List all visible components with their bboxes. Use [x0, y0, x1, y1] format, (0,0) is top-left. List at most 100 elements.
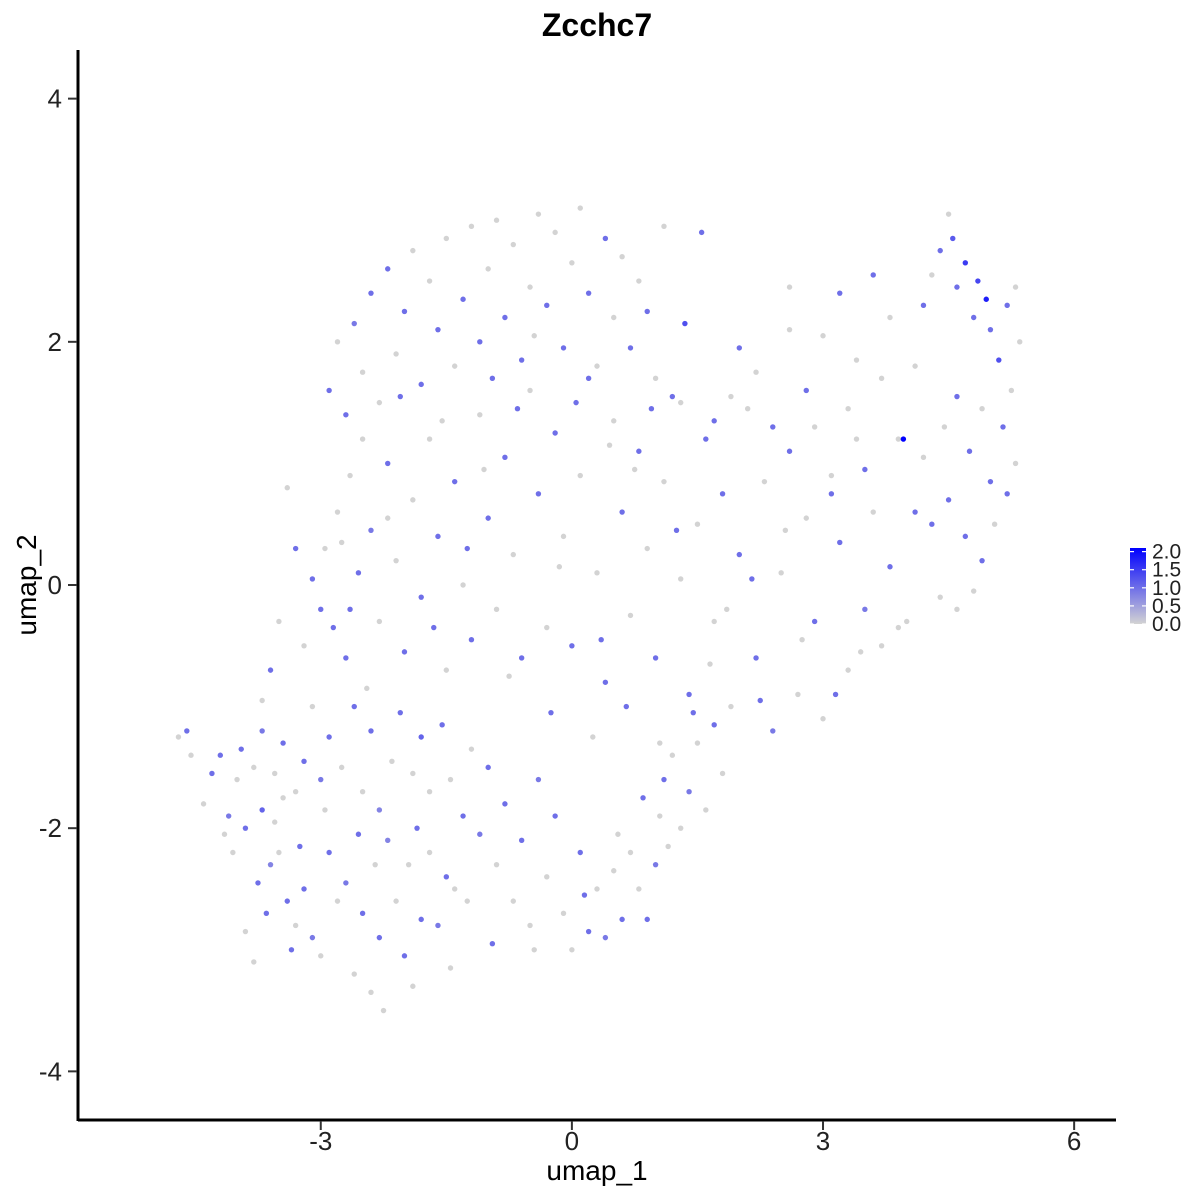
data-point	[426, 789, 433, 795]
data-point	[690, 709, 696, 716]
data-point	[611, 418, 617, 424]
data-point	[322, 545, 328, 552]
data-point	[828, 491, 835, 497]
data-point	[263, 910, 270, 916]
data-point	[698, 229, 705, 236]
data-point	[987, 326, 994, 333]
data-point	[920, 302, 927, 309]
data-point	[569, 947, 575, 953]
data-point	[711, 722, 717, 728]
y-tick-label: 4	[48, 84, 62, 114]
data-point	[460, 296, 466, 302]
data-point	[418, 734, 424, 740]
data-point	[431, 624, 437, 631]
data-point	[857, 649, 864, 655]
data-point	[544, 874, 550, 880]
data-point	[489, 375, 496, 381]
data-point	[301, 758, 307, 765]
data-point	[694, 521, 701, 527]
data-point	[644, 916, 650, 923]
data-point	[242, 928, 249, 935]
data-point	[397, 709, 403, 716]
data-point	[954, 284, 960, 290]
data-point	[418, 381, 424, 388]
data-point	[385, 837, 391, 844]
colorbar-tick-label: 0.0	[1152, 613, 1181, 636]
data-point	[326, 387, 332, 394]
data-point	[878, 375, 885, 381]
data-point	[627, 345, 634, 351]
data-point	[644, 308, 650, 315]
colorbar-tick-label: 2.0	[1152, 541, 1181, 564]
data-point	[318, 953, 324, 959]
data-point	[502, 454, 508, 461]
y-axis-ticks: -4 -2 0 2 4	[39, 84, 77, 1086]
data-point	[736, 551, 743, 558]
data-point	[259, 728, 265, 734]
data-point	[623, 703, 629, 710]
data-point	[435, 533, 441, 540]
data-point	[334, 898, 341, 904]
data-point	[895, 624, 902, 631]
data-point	[661, 223, 667, 230]
data-point	[410, 983, 416, 989]
data-point	[782, 527, 789, 533]
data-point	[292, 922, 299, 929]
data-point	[987, 478, 994, 485]
data-point	[979, 405, 985, 412]
points-layer	[175, 205, 1023, 1014]
data-point	[330, 624, 337, 631]
data-point	[451, 886, 458, 892]
data-point	[334, 339, 341, 345]
data-point	[837, 539, 843, 546]
data-point	[602, 235, 609, 242]
data-point	[929, 272, 935, 278]
data-point	[531, 333, 537, 339]
data-point	[1000, 424, 1006, 430]
data-point	[184, 728, 190, 734]
data-point	[493, 606, 500, 613]
data-point	[368, 989, 374, 996]
data-point	[979, 557, 985, 564]
data-point	[845, 405, 851, 412]
data-point	[552, 813, 558, 819]
data-point	[468, 223, 475, 230]
colorbar-tick-label: 1.5	[1152, 559, 1181, 582]
data-point	[439, 722, 445, 728]
data-point	[744, 405, 751, 412]
data-point	[481, 466, 487, 473]
data-point	[368, 527, 374, 533]
data-point	[535, 491, 542, 497]
data-point	[443, 874, 450, 880]
data-point	[230, 849, 236, 856]
data-point	[251, 959, 257, 965]
data-point	[757, 697, 763, 704]
data-point	[937, 594, 943, 600]
data-point	[920, 454, 927, 461]
data-point	[678, 825, 684, 831]
data-point	[485, 266, 491, 272]
data-point	[707, 661, 713, 667]
data-point	[510, 898, 516, 904]
data-point	[736, 345, 743, 351]
y-tick-label: 2	[48, 327, 62, 357]
data-point	[811, 618, 818, 625]
data-point	[376, 618, 383, 625]
data-point	[853, 357, 860, 363]
data-point	[799, 637, 805, 643]
data-point	[477, 412, 483, 418]
data-point	[359, 436, 366, 442]
data-point	[1017, 339, 1023, 345]
data-point	[711, 618, 717, 625]
data-point	[686, 691, 692, 698]
data-point	[594, 363, 600, 369]
data-point	[389, 758, 395, 765]
data-point	[284, 485, 290, 491]
data-point	[272, 770, 278, 777]
data-point	[443, 235, 450, 242]
data-point	[401, 649, 408, 655]
data-point	[1004, 491, 1010, 497]
data-point	[611, 868, 617, 874]
data-point	[318, 606, 324, 613]
